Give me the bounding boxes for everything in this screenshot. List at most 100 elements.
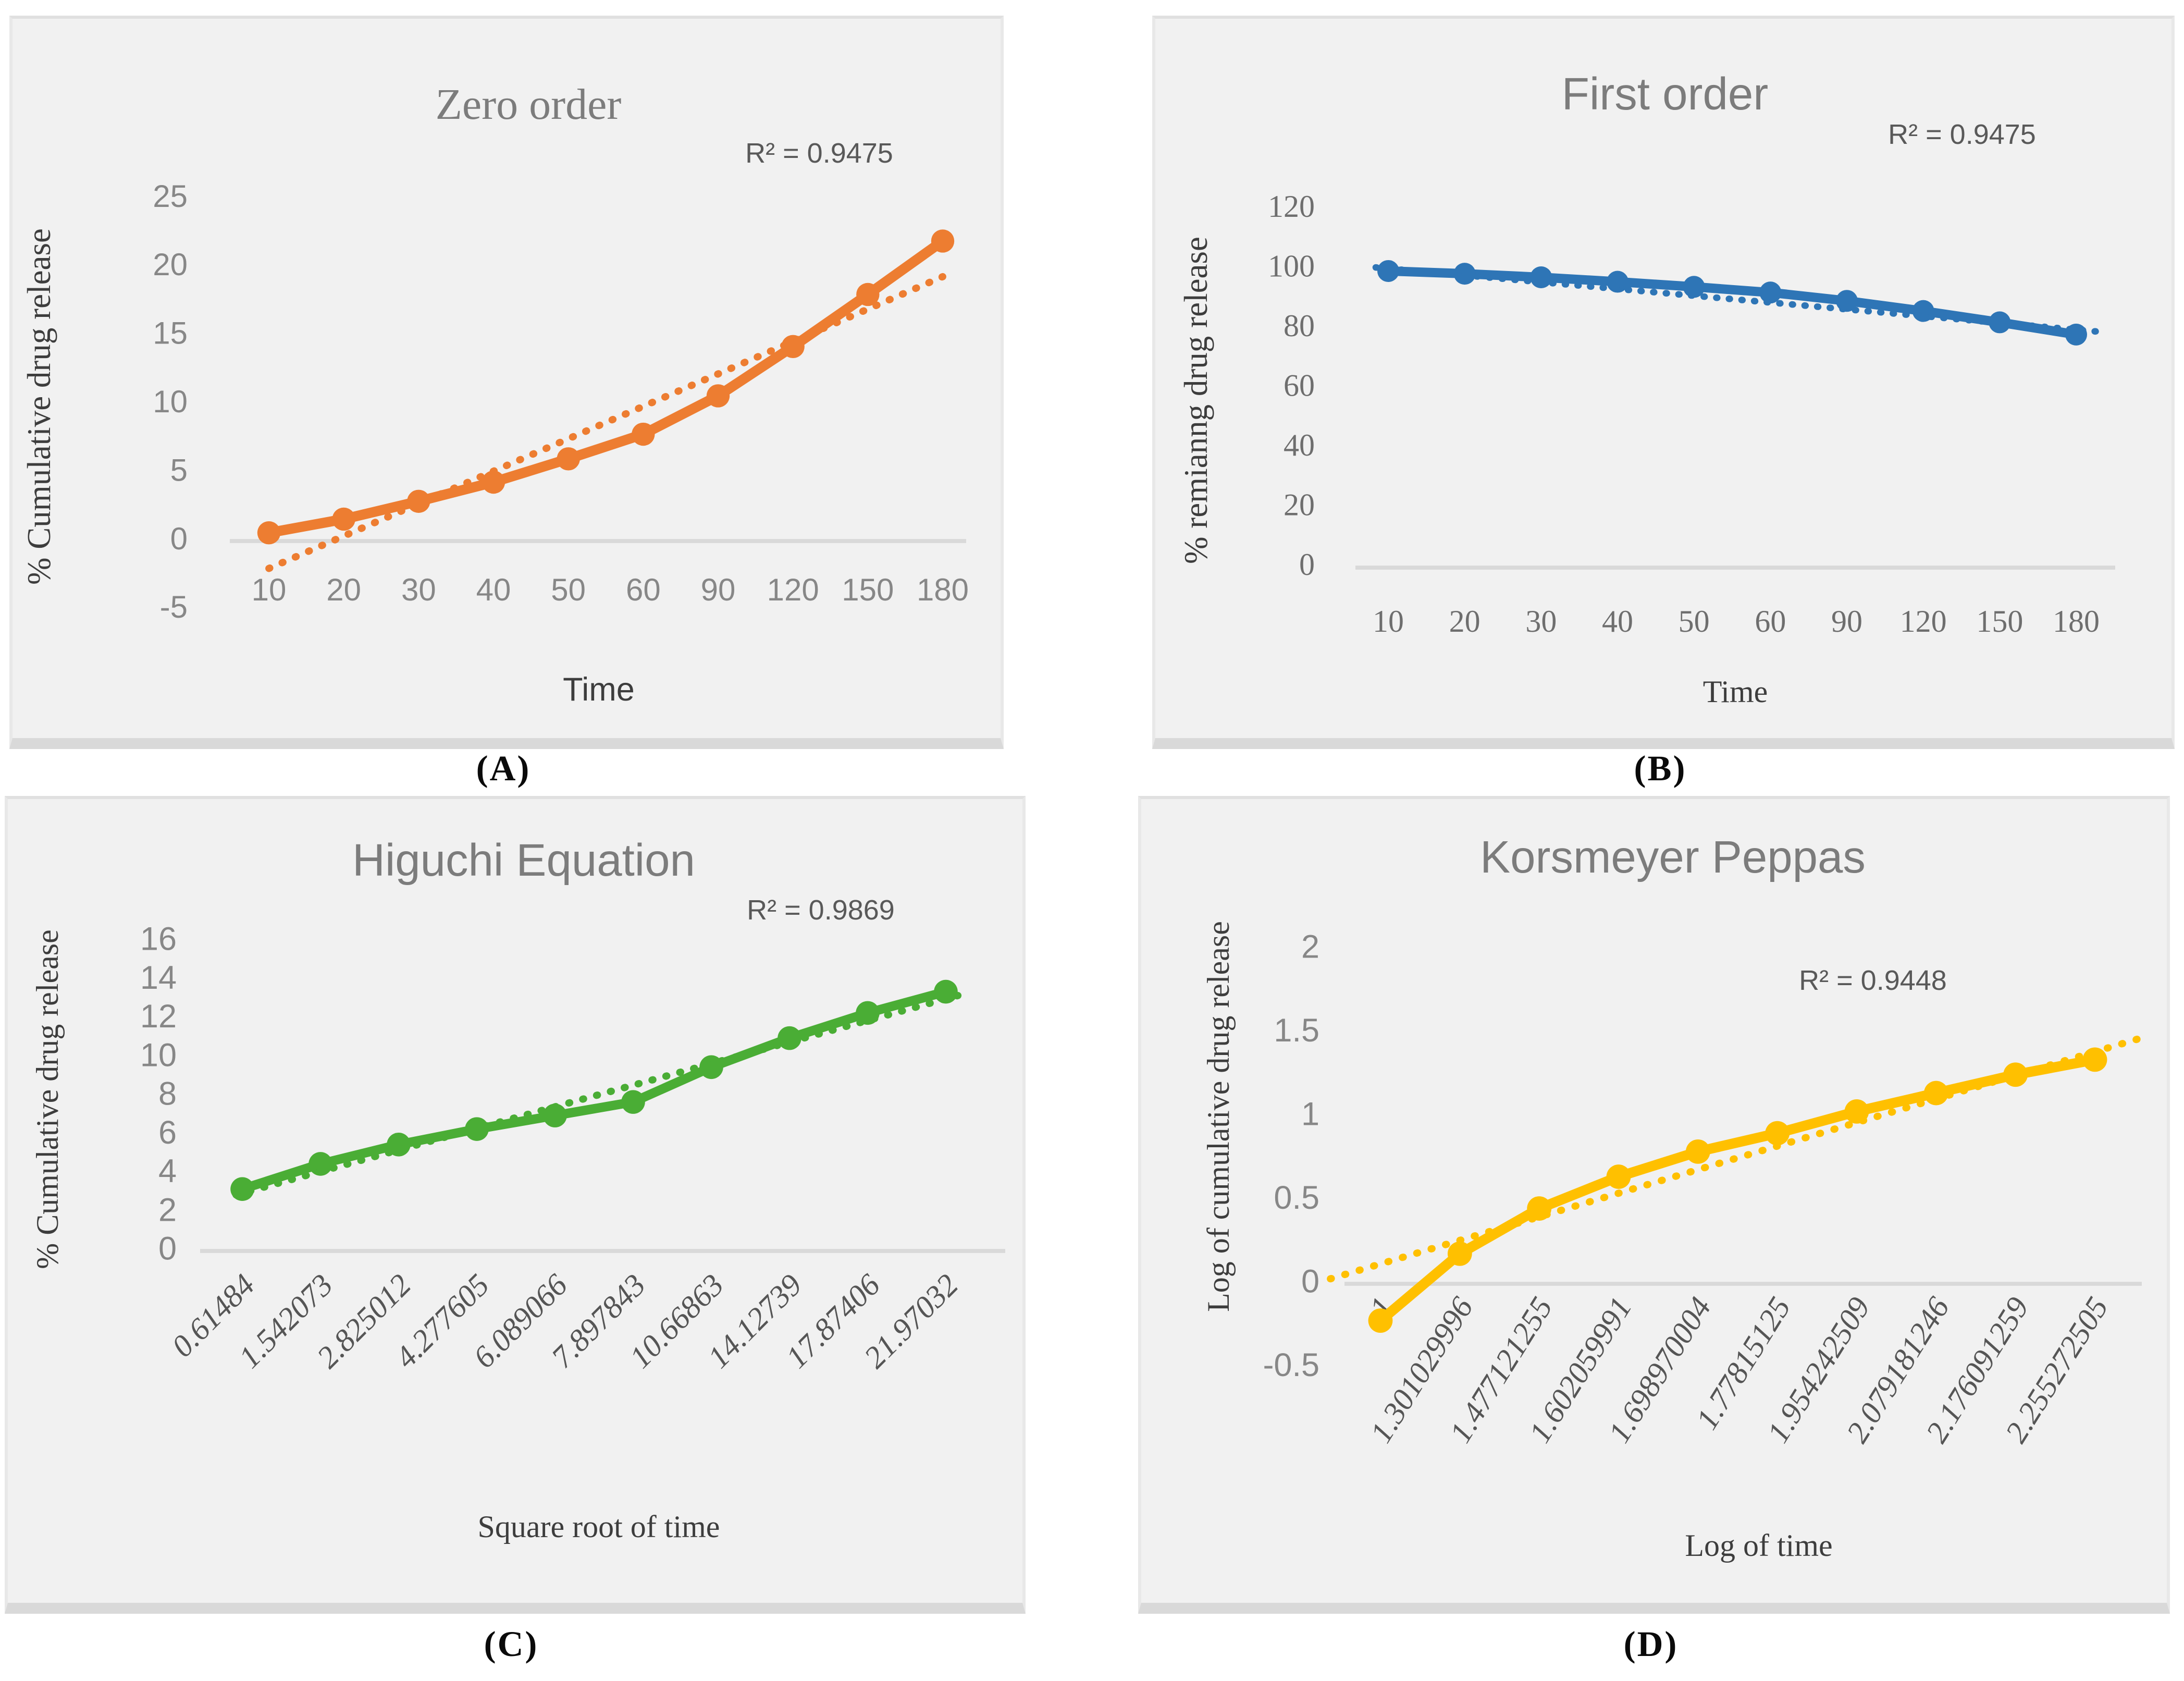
figure-label-d: (D): [1623, 1625, 1679, 1664]
y-axis-tick-label: 60: [1284, 368, 1315, 402]
r-squared-label: R² = 0.9475: [1888, 119, 2036, 150]
trendline-dotted: [265, 273, 946, 572]
y-axis-tick-label: 6: [158, 1114, 177, 1151]
y-axis-tick-label: 2: [158, 1192, 177, 1228]
data-point-marker: [332, 507, 355, 531]
y-axis-tick-label: 0: [170, 521, 188, 556]
data-point-marker: [1606, 1164, 1631, 1189]
x-axis-tick-label: 180: [917, 572, 969, 607]
data-point-marker: [1447, 1241, 1472, 1266]
data-series-line: [238, 987, 951, 1194]
data-point-marker: [2082, 1047, 2107, 1072]
x-axis-tick-label: 40: [476, 572, 511, 607]
data-point-marker: [1685, 1139, 1710, 1164]
x-axis-tick-label: 150: [1976, 604, 2023, 639]
trendline-dotted: [1372, 264, 2108, 336]
data-point-marker: [1368, 1308, 1393, 1333]
x-axis-tick-label: 150: [842, 572, 894, 607]
y-axis-tick-label: 12: [140, 998, 177, 1035]
y-axis-tick-label: 0: [1299, 547, 1315, 582]
x-axis-tick-label: 50: [551, 572, 586, 607]
y-axis-tick-label: 5: [170, 452, 188, 487]
data-point-marker: [1607, 271, 1628, 293]
figure-label-b: (B): [1634, 749, 1687, 788]
y-axis-tick-label: 0.5: [1274, 1180, 1319, 1216]
y-axis-tick-label: 16: [140, 921, 177, 958]
y-axis-tick-label: 0: [1301, 1263, 1319, 1300]
x-axis-tick-label: 10: [252, 572, 287, 607]
x-axis-tick-label: 60: [1755, 604, 1786, 639]
data-point-marker: [1683, 276, 1705, 298]
data-point-marker: [557, 447, 580, 471]
y-axis-tick-label: 100: [1268, 249, 1315, 283]
figure-label-c: (C): [484, 1625, 539, 1664]
data-point-marker: [706, 384, 730, 408]
y-axis-tick-label: 1: [1301, 1096, 1319, 1133]
x-axis-tick-label: 30: [1525, 604, 1557, 639]
figure-label-a: (A): [476, 749, 531, 788]
x-axis-tick-label: 120: [1900, 604, 1947, 639]
chart-title: Higuchi Equation: [352, 835, 695, 886]
y-axis-tick-label: 0: [158, 1231, 177, 1267]
r-squared-label: R² = 0.9448: [1799, 965, 1947, 996]
data-point-marker: [1989, 311, 2011, 334]
y-axis-tick-label: 4: [158, 1153, 177, 1189]
chart-title: Zero order: [436, 80, 622, 129]
higuchi-chart: 16141210864200.614841.5420732.8250124.27…: [30, 835, 1005, 1544]
x-axis-tick-label: 30: [401, 572, 436, 607]
x-axis-title: Time: [563, 671, 635, 708]
data-point-marker: [1765, 1121, 1790, 1146]
data-point-marker: [632, 422, 655, 446]
y-axis-tick-label: -5: [160, 590, 188, 624]
data-point-marker: [699, 1055, 723, 1079]
y-axis-tick-label: 8: [158, 1076, 177, 1112]
y-axis-title: % Cumulative drug release: [30, 929, 65, 1269]
y-axis-tick-label: 2: [1301, 929, 1319, 965]
y-axis-tick-label: 80: [1284, 309, 1315, 343]
data-point-marker: [1923, 1081, 1948, 1106]
data-point-marker: [621, 1090, 645, 1114]
data-point-marker: [309, 1152, 332, 1176]
x-axis-tick-label: 10: [1373, 604, 1404, 639]
y-axis-tick-label: 15: [153, 316, 188, 351]
trendline-dotted: [1327, 1034, 2145, 1283]
y-axis-tick-label: 14: [140, 960, 177, 996]
data-point-marker: [778, 1026, 801, 1050]
x-axis-tick-label: 40: [1602, 604, 1633, 639]
y-axis-tick-label: 25: [153, 179, 188, 214]
x-axis-title: Log of time: [1685, 1528, 1832, 1563]
x-axis-tick-label: 90: [701, 572, 736, 607]
r-squared-label: R² = 0.9869: [747, 894, 895, 926]
korsmeyer-chart: 21.510.50-0.511.3010299961.4771212551.60…: [1201, 832, 2145, 1563]
trendline-dotted: [232, 991, 965, 1199]
data-point-marker: [1530, 266, 1552, 288]
data-point-marker: [931, 229, 955, 253]
y-axis-title: % remianng drug release: [1178, 237, 1214, 564]
first-order-chart: 120 100 80 60 40 20 0 10 20 30 40 50 60 90 120 150 180 Fi…: [1178, 69, 2115, 709]
chart-title: Korsmeyer Peppas: [1480, 832, 1866, 882]
x-axis-tick-label: 180: [2053, 604, 2100, 639]
data-series-line: [264, 236, 948, 538]
panel-higuchi: 16 14 12 10 8 6 4 2 0 0.61484 1.542073 2.825012 4.27…: [5, 796, 1026, 1614]
data-point-marker: [482, 470, 505, 494]
r-squared-label: R² = 0.9475: [745, 138, 893, 169]
data-point-marker: [465, 1117, 489, 1141]
y-axis-tick-label: 20: [153, 247, 188, 282]
data-point-marker: [1759, 281, 1782, 304]
x-axis-tick-label: 20: [1449, 604, 1480, 639]
panel-korsmeyer: 2 1.5 1 0.5 0 -0.5 1 1.301029996 1.477121255 1.60…: [1138, 796, 2170, 1614]
data-point-marker: [934, 979, 958, 1004]
y-axis-tick-label: -0.5: [1263, 1347, 1319, 1383]
data-point-marker: [543, 1103, 567, 1127]
x-axis-title: Square root of time: [478, 1510, 720, 1544]
y-axis-tick-label: 120: [1268, 189, 1315, 224]
panel-first-order: 120 100 80 60 40 20 0 10 20 30 40 50 60 90 120 150 180 Fi…: [1152, 16, 2175, 749]
x-axis-tick-label: 50: [1679, 604, 1710, 639]
y-axis-tick-label: 10: [140, 1037, 177, 1073]
data-point-marker: [856, 283, 880, 306]
panel-zero-order: 25 20 15 10 5 0 -5 10 20 30 40 50 60 90 120 150 180 Zero …: [9, 16, 1004, 749]
x-axis-tick-label: 90: [1831, 604, 1862, 639]
y-axis-tick-label: 40: [1284, 428, 1315, 462]
